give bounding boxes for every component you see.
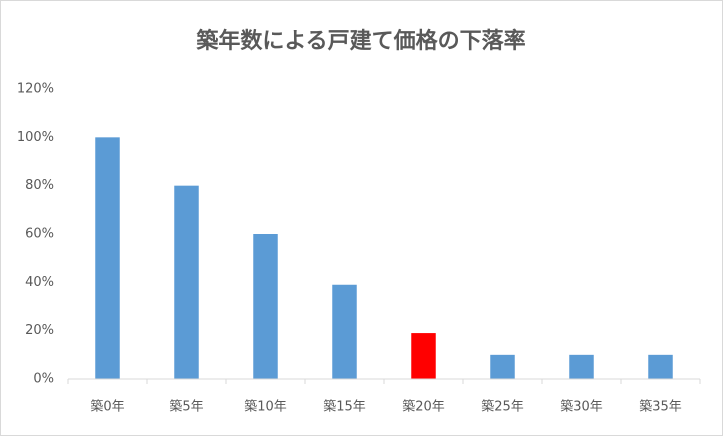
chart-title: 築年数による戸建て価格の下落率: [195, 28, 525, 54]
bar: [490, 354, 515, 379]
y-tick-label: 0%: [33, 372, 54, 387]
x-tick-label: 築5年: [169, 400, 203, 415]
bar: [648, 354, 673, 379]
x-tick-label: 築15年: [323, 400, 366, 415]
bar: [332, 284, 357, 379]
x-tick-label: 築10年: [244, 400, 287, 415]
bar: [95, 137, 120, 379]
x-tick-label: 築30年: [560, 400, 603, 415]
bar: [253, 234, 278, 379]
x-tick-label: 築35年: [639, 400, 682, 415]
y-tick-label: 80%: [25, 178, 54, 193]
y-tick-label: 40%: [25, 275, 54, 290]
bar: [174, 185, 199, 379]
bar: [569, 354, 594, 379]
x-tick-label: 築25年: [481, 400, 524, 415]
x-tick-label: 築0年: [90, 400, 124, 415]
bar: [411, 333, 436, 379]
y-tick-label: 20%: [25, 323, 54, 338]
y-tick-label: 60%: [25, 227, 54, 242]
x-tick-label: 築20年: [402, 400, 445, 415]
y-tick-label: 100%: [17, 130, 54, 145]
y-tick-label: 120%: [17, 82, 54, 97]
